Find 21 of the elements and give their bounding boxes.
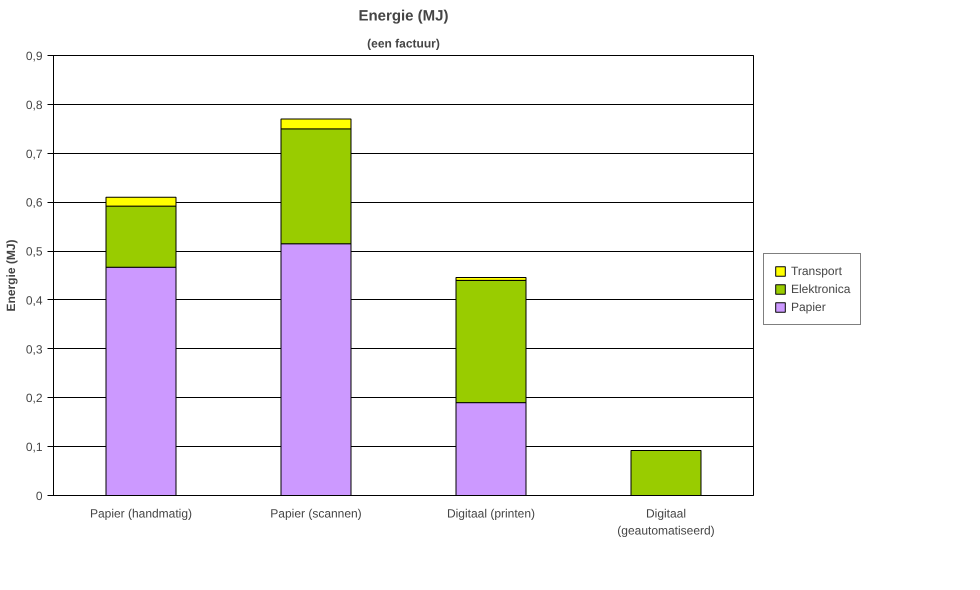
legend-label: Papier: [791, 300, 826, 314]
y-tick-label: 0,7: [26, 146, 43, 161]
y-tick-label: 0,2: [26, 391, 43, 406]
y-tick-label: 0,6: [26, 196, 43, 210]
x-tick-label: Papier (scannen): [270, 506, 362, 520]
y-axis-title: Energie (MJ): [4, 239, 18, 312]
x-tick-label: Papier (handmatig): [90, 506, 192, 520]
y-tick-label: 0,4: [26, 293, 43, 308]
x-tick-label: Digitaal (geautomatiseerd): [617, 506, 715, 538]
legend-label: Elektronica: [791, 282, 850, 296]
y-tick-label: 0,3: [26, 342, 43, 356]
legend-label: Transport: [791, 264, 842, 278]
y-tick-label: 0,5: [26, 244, 43, 259]
bar: [630, 450, 702, 496]
chart-title: Energie (MJ): [358, 8, 449, 24]
y-tick-label: 0,8: [26, 98, 43, 112]
y-tick-label: 0: [36, 489, 43, 503]
chart-subtitle: (een factuur): [367, 36, 440, 50]
x-tick-label: Digitaal (printen): [446, 506, 536, 520]
y-tick-label: 0,1: [26, 440, 43, 454]
y-tick-label: 0,9: [26, 49, 43, 63]
